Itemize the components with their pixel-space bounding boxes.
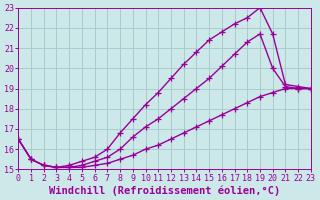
X-axis label: Windchill (Refroidissement éolien,°C): Windchill (Refroidissement éolien,°C)	[49, 185, 280, 196]
